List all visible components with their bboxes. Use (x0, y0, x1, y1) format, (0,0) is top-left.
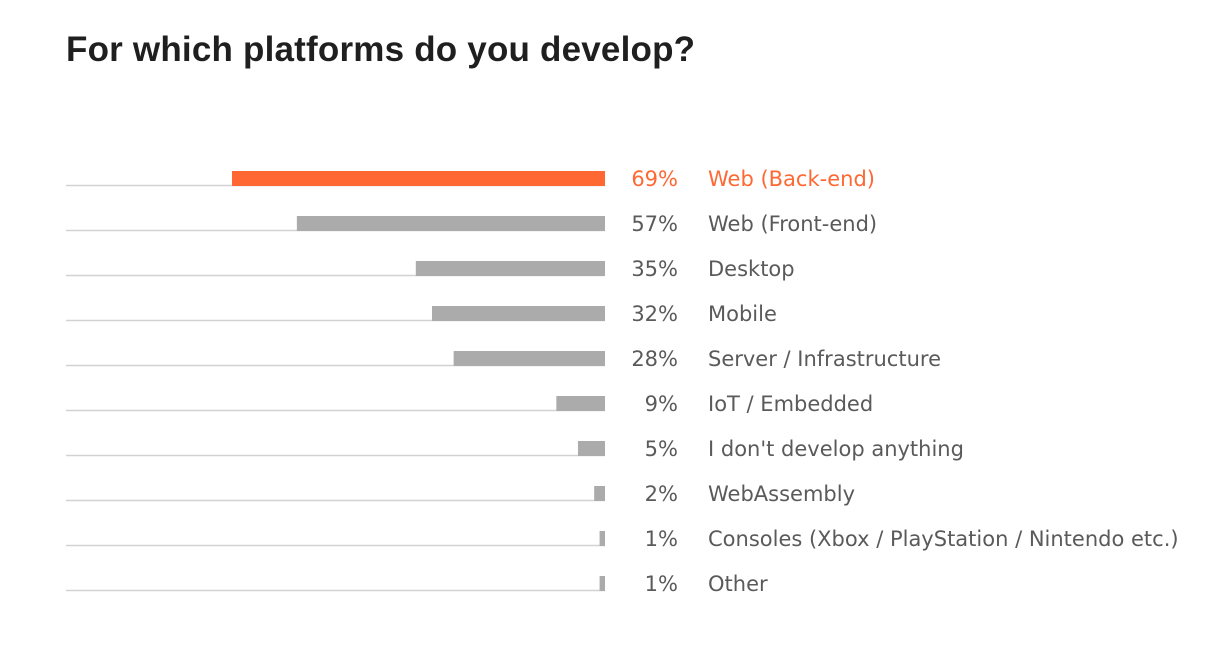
bar (296, 216, 605, 231)
category-label: I don't develop anything (708, 437, 964, 461)
data-label: 28% (631, 347, 678, 371)
data-label: 69% (631, 167, 678, 191)
chart-title: For which platforms do you develop? (66, 30, 696, 69)
category-label: Web (Front-end) (708, 212, 877, 236)
data-label: 1% (645, 572, 678, 596)
data-label: 9% (645, 392, 678, 416)
data-label: 32% (631, 302, 678, 326)
category-label: IoT / Embedded (708, 392, 873, 416)
data-label: 57% (631, 212, 678, 236)
bar (432, 306, 605, 321)
category-label: Desktop (708, 257, 795, 281)
data-label: 5% (645, 437, 678, 461)
bar (599, 576, 605, 591)
category-label: Consoles (Xbox / PlayStation / Nintendo … (708, 527, 1179, 551)
bar (599, 531, 605, 546)
bar (415, 261, 605, 276)
category-label: WebAssembly (708, 482, 855, 506)
bar (232, 171, 605, 186)
data-label: 35% (631, 257, 678, 281)
data-label: 1% (645, 527, 678, 551)
bar (577, 441, 605, 456)
category-label: Mobile (708, 302, 777, 326)
category-label: Web (Back-end) (708, 167, 875, 191)
bar (556, 396, 605, 411)
bar (594, 486, 605, 501)
category-label: Server / Infrastructure (708, 347, 941, 371)
bar (453, 351, 605, 366)
category-label: Other (708, 572, 768, 596)
data-label: 2% (645, 482, 678, 506)
